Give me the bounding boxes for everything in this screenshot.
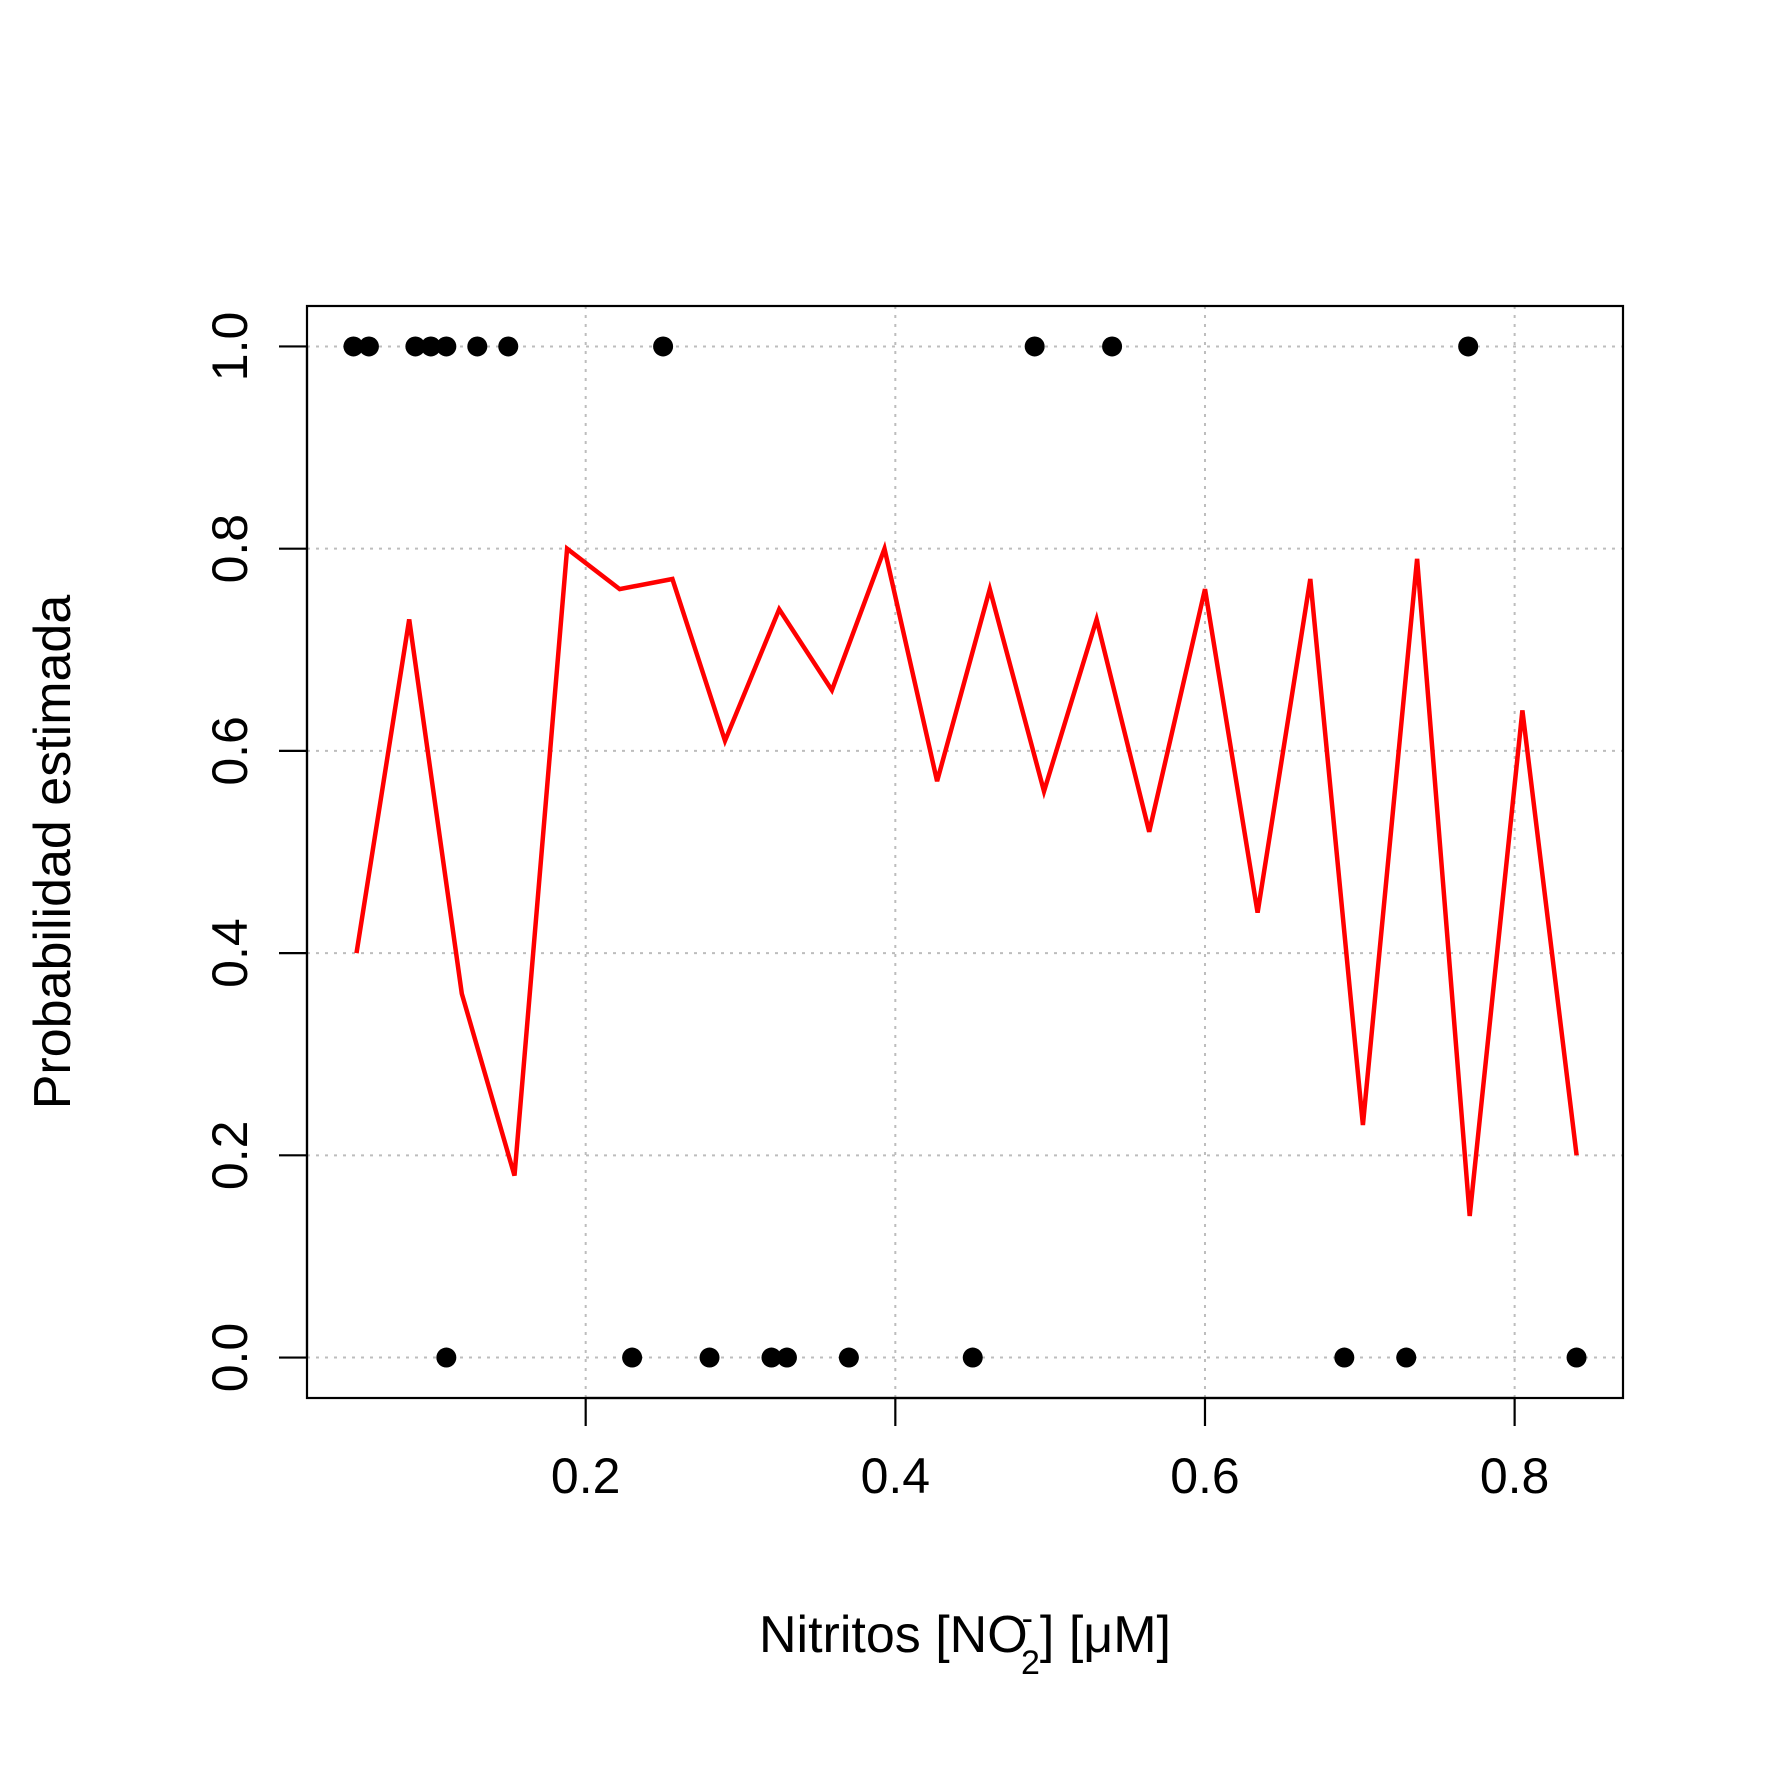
data-point: [776, 1347, 797, 1368]
y-tick-label: 1.0: [202, 312, 258, 382]
data-point: [699, 1347, 720, 1368]
data-point: [343, 336, 364, 357]
x-axis-title: Nitritos [NO- 2] [μM]: [759, 1600, 1171, 1682]
data-point: [622, 1347, 643, 1368]
x-axis: 0.2 0.4 0.6 0.8: [551, 1396, 1550, 1504]
grid-lines: [307, 306, 1623, 1398]
data-point: [436, 336, 457, 357]
data-point: [1102, 336, 1123, 357]
data-point: [467, 336, 488, 357]
x-axis-title-main: Nitritos [NO: [759, 1606, 1028, 1664]
observed-points: [343, 336, 1587, 1368]
data-point: [1458, 336, 1479, 357]
data-point: [653, 336, 674, 357]
x-axis-title-superscript: -: [1022, 1600, 1033, 1638]
x-tick-label: 0.2: [551, 1448, 621, 1504]
x-axis-title-subscript: 2: [1021, 1644, 1040, 1682]
data-point: [962, 1347, 983, 1368]
data-point: [405, 336, 426, 357]
data-point: [838, 1347, 859, 1368]
fitted-probability-line: [354, 540, 1579, 1217]
x-axis-title-rest: ] [μM]: [1040, 1606, 1171, 1664]
x-tick-label: 0.6: [1170, 1448, 1240, 1504]
probability-line: [354, 540, 1579, 1217]
data-point: [1396, 1347, 1417, 1368]
x-tick-label: 0.8: [1480, 1448, 1550, 1504]
y-axis: 0.0 0.2 0.4 0.6 0.8 1.0: [202, 312, 309, 1393]
y-tick-label: 0.6: [202, 716, 258, 786]
plot-frame: [305, 304, 1625, 1400]
data-point: [1334, 1347, 1355, 1368]
data-point: [436, 1347, 457, 1368]
data-point: [498, 336, 519, 357]
y-tick-label: 0.4: [202, 918, 258, 988]
data-point: [761, 1347, 782, 1368]
x-tick-label: 0.4: [861, 1448, 931, 1504]
y-tick-label: 0.2: [202, 1121, 258, 1191]
data-point: [1566, 1347, 1587, 1368]
data-point: [358, 336, 379, 357]
y-axis-title: Probabilidad estimada: [24, 595, 82, 1110]
data-point: [420, 336, 441, 357]
y-tick-label: 0.8: [202, 514, 258, 584]
data-point: [1024, 336, 1045, 357]
y-tick-label: 0.0: [202, 1323, 258, 1393]
